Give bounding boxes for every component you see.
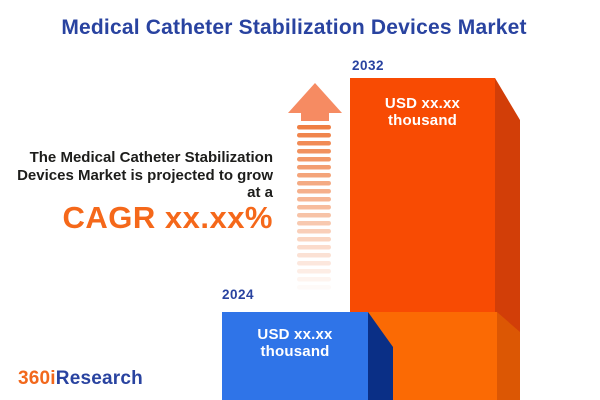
bar-2032-value-label: USD xx.xx thousand (384, 95, 461, 129)
bar-2024-side (368, 312, 393, 400)
logo-prefix-360i: 360i (18, 368, 56, 389)
tagline-text: The Medical Catheter Stabilization Devic… (0, 149, 273, 202)
bar-2032-baseline-block-side (497, 312, 520, 400)
logo-suffix-research: Research (55, 368, 143, 389)
bar-2024-face (222, 312, 368, 400)
cagr-value: CAGR xx.xx% (62, 200, 273, 235)
growth-arrow-shaft-stripes (297, 125, 331, 290)
year-label-2024: 2024 (222, 287, 255, 302)
tagline-line-2: Devices Market is projected to grow (17, 166, 273, 184)
page-title: Medical Catheter Stabilization Devices M… (61, 16, 527, 39)
company-logo: 360iResearch (18, 368, 143, 390)
year-label-2032: 2032 (352, 58, 385, 73)
tagline-line-3: at a (247, 184, 273, 201)
growth-arrow-up-icon (288, 83, 342, 121)
bar-2024-value-label: USD xx.xx thousand (257, 326, 333, 360)
tagline-line-1: The Medical Catheter Stabilization (29, 149, 273, 166)
